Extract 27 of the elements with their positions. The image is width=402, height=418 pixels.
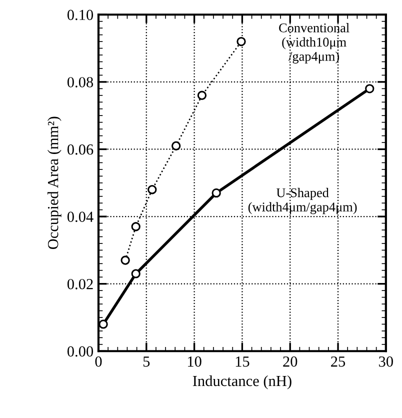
- x-tick-label: 0: [95, 356, 102, 367]
- x-axis-title: Inductance (nH): [192, 375, 292, 390]
- x-tick-label: 5: [143, 356, 150, 367]
- y-tick-label: 0.06: [67, 144, 94, 155]
- point: [365, 84, 374, 94]
- annotation: U-Shaped (width4μm/gap4μm): [248, 188, 357, 214]
- x-tick-label: 25: [331, 356, 346, 367]
- point: [148, 185, 157, 194]
- point: [236, 36, 246, 46]
- y-tick-label: 0.02: [67, 278, 93, 290]
- point: [131, 269, 140, 278]
- point: [212, 188, 221, 198]
- y-axis-title: Occupied Area (mm²): [47, 116, 62, 250]
- y-tick-label: 0.08: [67, 77, 94, 88]
- point: [98, 320, 108, 329]
- point: [172, 141, 181, 150]
- point: [120, 256, 130, 265]
- point: [131, 222, 140, 232]
- y-tick-label: 0.00: [67, 346, 94, 357]
- y-tick-label: 0.04: [67, 212, 94, 222]
- annotation: Conventional (width10μm /gap4μm): [279, 23, 350, 64]
- y-tick-label: 0.10: [67, 10, 94, 20]
- x-tick-label: 20: [283, 356, 298, 367]
- point: [197, 90, 207, 100]
- x-tick-label: 30: [379, 356, 393, 367]
- x-tick-label: 10: [188, 356, 202, 367]
- x-tick-label: 15: [236, 356, 250, 367]
